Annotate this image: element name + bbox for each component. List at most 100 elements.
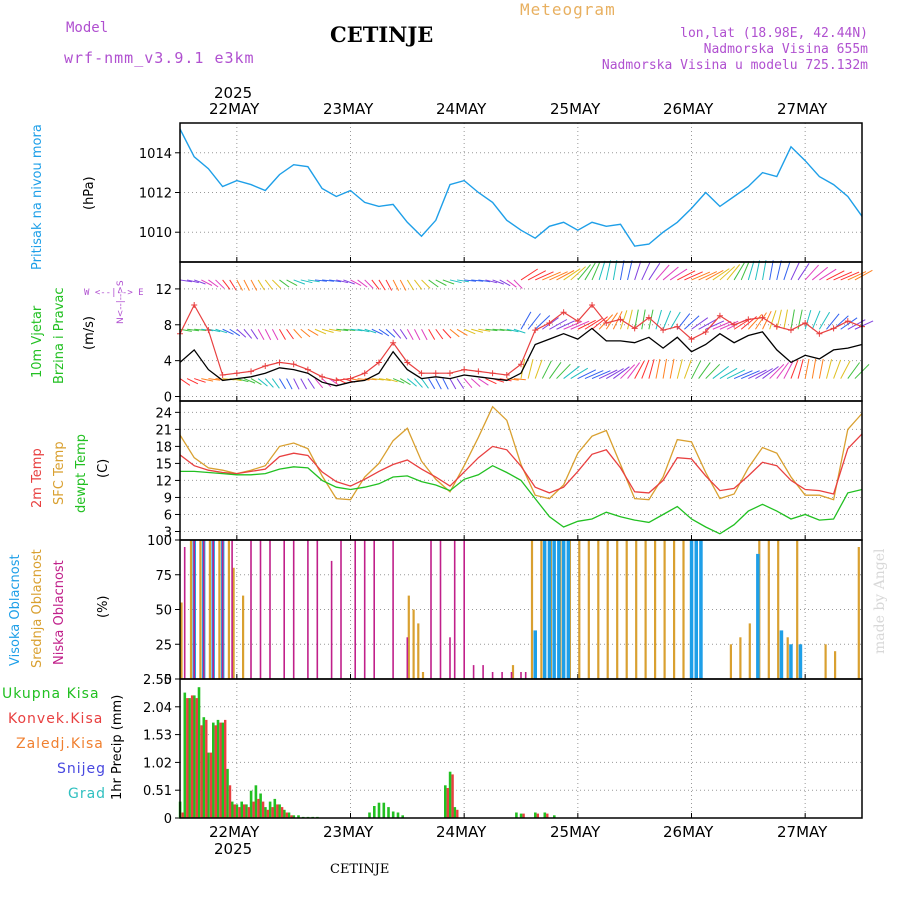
wind-direction-barb (684, 315, 700, 330)
wind-direction-barb (478, 328, 491, 332)
wind-gust-marker (248, 368, 255, 375)
wind-direction-barb (676, 359, 683, 379)
wind-direction-barb (541, 360, 552, 379)
wind-direction-barb (683, 359, 692, 379)
precip-total-bar (387, 807, 390, 818)
bottom-year-label: 2025 (214, 840, 253, 858)
cloud-bar (242, 595, 245, 679)
precip-total-bar (368, 812, 371, 818)
footer-city: CETINJE (330, 862, 390, 877)
wind-direction-barb (662, 266, 679, 281)
precip-total-bar (534, 812, 537, 818)
cloud-bar (824, 644, 827, 680)
precip-total-bar (543, 812, 547, 818)
wind-direction-barb (755, 368, 773, 380)
wind-direction-barb (513, 328, 526, 334)
pressure-line (179, 128, 863, 247)
cloud-bar (199, 540, 202, 679)
wind-direction-barb (378, 378, 391, 382)
precip-total-bar (188, 698, 191, 818)
cloud-bar (597, 540, 600, 679)
product-title: Meteogram (520, 0, 616, 19)
wind-direction-barb (371, 279, 380, 290)
cloud-bar (635, 540, 638, 679)
wind-direction-barb (733, 262, 745, 281)
wind-direction-barb (804, 264, 819, 281)
wind-direction-barb (826, 270, 845, 281)
y-tick-label: 1014 (139, 147, 172, 162)
wind-direction-barb (662, 358, 667, 379)
precip-total-bar (240, 801, 243, 818)
wind-direction-barb (769, 260, 774, 281)
wind-gust-marker (574, 318, 581, 325)
wind-direction-barb (591, 261, 601, 281)
wind-direction-barb (797, 263, 810, 281)
top-day-label: 27MAY (777, 100, 828, 118)
wind-gust-marker (475, 368, 482, 375)
wind-direction-barb (719, 367, 738, 380)
wind-gust-marker (702, 328, 709, 335)
cloud-bar (202, 540, 205, 679)
precip-conv-bar (195, 698, 198, 818)
wind-direction-barb (563, 320, 583, 330)
cloud-bar (682, 540, 685, 679)
wind-direction-barb (804, 358, 810, 379)
wind-direction-barb (329, 279, 342, 283)
cloud-bar (777, 540, 780, 679)
precip-conv-bar (290, 815, 293, 818)
wind-direction-barb (392, 328, 402, 339)
wind-gust-marker (290, 361, 297, 368)
wind-direction-barb (669, 311, 681, 330)
wind-gust-marker (844, 318, 851, 325)
wind-direction-barb (286, 378, 293, 390)
wind-direction-barb (350, 328, 363, 332)
cloud-bar (578, 540, 581, 679)
wind-direction-barb (847, 362, 861, 379)
wind-direction-barb (577, 319, 596, 330)
wind-direction-barb (215, 279, 225, 289)
wind-direction-barb (520, 311, 532, 330)
wind-direction-barb (478, 279, 491, 283)
temp-sfc-label: SFC Temp (52, 441, 67, 505)
wind-direction-barb (648, 359, 655, 379)
wind-direction-barb (669, 268, 688, 281)
wind-direction-barb (819, 268, 837, 281)
wind-speed-line (179, 327, 863, 387)
wind-direction-barb (470, 378, 481, 387)
precip-conv-bar (233, 804, 236, 818)
wind-direction-barb (840, 317, 858, 330)
wind-direction-barb (499, 328, 512, 332)
wind-direction-barb (584, 318, 603, 330)
wind-direction-barb (627, 362, 640, 379)
wind-direction-barb (307, 378, 315, 389)
wind-direction-barb (336, 279, 349, 284)
wind-direction-barb (655, 358, 661, 379)
cloud-bar (392, 540, 394, 679)
wind-gust-marker (518, 361, 524, 368)
cloud-bar (250, 540, 252, 679)
precip-total-bar (373, 806, 376, 818)
temp-unit: (C) (96, 458, 111, 478)
model-name: wrf-nmm_v3.9.1 e3km (64, 49, 255, 67)
wind-direction-barb (549, 319, 568, 330)
wind-direction-barb (769, 364, 785, 379)
wind-direction-barb (421, 378, 429, 389)
wind-gust-marker (233, 370, 240, 377)
wind-direction-barb (754, 260, 761, 281)
wind-direction-barb (250, 328, 259, 340)
top-day-label: 22MAY (209, 100, 260, 118)
model-label: Model (66, 20, 109, 36)
y-tick-label: 21 (155, 423, 172, 438)
wind-direction-barb (208, 279, 219, 288)
cloud-bar (406, 637, 409, 679)
cloud-bar (767, 540, 770, 679)
cloud-bar (540, 540, 543, 679)
wind-direction-barb (641, 359, 650, 379)
cloud-bar (616, 540, 619, 679)
precip-legend-total: Ukupna Kisa (2, 686, 100, 702)
wind-direction-barb (648, 262, 661, 281)
wind-title2: Brzina i Pravac (52, 287, 67, 384)
wind-direction-barb (769, 310, 777, 330)
wind-direction-barb (414, 279, 423, 290)
